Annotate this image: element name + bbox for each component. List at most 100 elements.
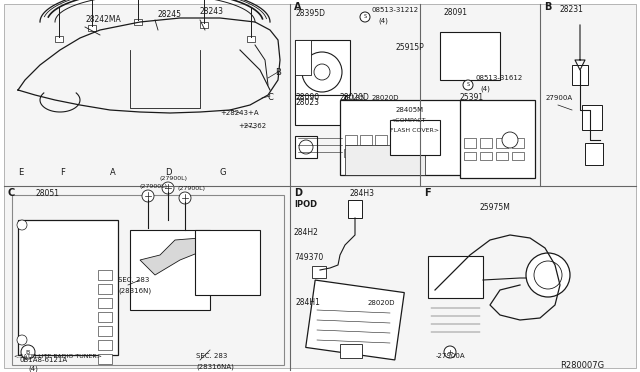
Circle shape [526,253,570,297]
Text: FLASH COVER>: FLASH COVER> [390,128,439,133]
Text: (28316N): (28316N) [118,287,151,294]
Bar [414,149,425,157]
Polygon shape [140,238,205,275]
Text: 27900A: 27900A [546,95,573,101]
Bar [340,100,465,175]
Bar [345,145,425,175]
Bar [358,149,369,157]
Text: (27900L): (27900L) [177,186,205,191]
Bar [480,138,492,148]
Bar [585,143,603,165]
Text: 08513-31212: 08513-31212 [372,7,419,13]
Bar [340,344,362,358]
Text: -27900A: -27900A [436,353,466,359]
Bar [572,65,588,85]
Text: 284H1: 284H1 [295,298,320,307]
Circle shape [314,64,330,80]
Bar [200,22,208,29]
Bar [390,120,440,155]
Text: SEC. 283: SEC. 283 [118,277,149,283]
Text: 25915P: 25915P [395,43,424,52]
Text: 28020D: 28020D [340,93,370,102]
Text: 28395D: 28395D [295,9,325,18]
Bar [295,136,317,158]
Circle shape [502,132,518,148]
Circle shape [17,335,27,345]
Circle shape [17,220,27,230]
Text: 25391: 25391 [460,93,484,102]
Text: <SATELLITE RADIO TUNER>: <SATELLITE RADIO TUNER> [14,354,102,359]
Text: +27362: +27362 [238,123,266,129]
Circle shape [142,190,154,202]
Text: 28020D: 28020D [368,300,396,306]
Text: 28091: 28091 [444,8,468,17]
Bar [345,135,357,145]
Text: 08513-31612: 08513-31612 [475,75,522,81]
Text: B: B [26,350,30,355]
Bar [98,270,112,280]
Bar [582,105,602,130]
Polygon shape [306,280,404,360]
Bar [98,354,112,364]
Circle shape [360,12,370,22]
Text: 28090: 28090 [295,93,319,102]
Text: 0B1A8-6121A: 0B1A8-6121A [20,357,68,363]
Bar [247,36,255,42]
Text: 28051: 28051 [35,189,59,198]
Text: F: F [424,188,431,198]
Text: B: B [544,2,552,12]
Bar [98,284,112,294]
Text: (27900L): (27900L) [160,176,188,181]
Bar [405,135,417,145]
Text: 28185: 28185 [343,95,365,101]
Bar [464,138,476,148]
Text: 284H2: 284H2 [294,228,319,237]
Bar [195,230,260,295]
Bar [372,149,383,157]
Bar [312,266,326,278]
Text: IPOD: IPOD [294,200,317,209]
Circle shape [463,80,473,90]
Bar [18,220,118,355]
Bar [295,95,345,125]
Bar [440,32,500,80]
Bar [55,36,63,42]
Bar [460,100,535,178]
Circle shape [534,261,562,289]
Text: 28245: 28245 [158,10,182,19]
Text: 28023: 28023 [295,98,319,107]
Text: D: D [294,188,302,198]
Bar [348,200,362,218]
Circle shape [162,182,174,194]
Bar [134,19,142,25]
Circle shape [444,346,456,358]
Text: S: S [467,83,470,87]
Bar [375,135,387,145]
Text: +28243+A: +28243+A [220,110,259,116]
Text: (28316NA): (28316NA) [196,363,234,369]
Text: <COMPACT: <COMPACT [390,118,426,123]
Text: 284H3: 284H3 [350,189,375,198]
Circle shape [302,52,342,92]
Text: C: C [8,188,15,198]
Bar [496,138,508,148]
Bar [98,298,112,308]
Bar [98,312,112,322]
Bar [360,135,372,145]
Bar [428,256,483,298]
Bar [12,195,284,365]
Text: SEC. 283: SEC. 283 [196,353,227,359]
Bar [480,152,492,160]
Bar [512,138,524,148]
Text: (4): (4) [480,85,490,92]
Text: 28405M: 28405M [396,107,424,113]
Text: 28020D: 28020D [372,95,399,101]
Bar [400,149,411,157]
Text: F: F [60,168,65,177]
Text: (4): (4) [28,365,38,372]
Text: 25975M: 25975M [480,203,511,212]
Text: C: C [268,93,274,102]
Text: G: G [220,168,227,177]
Bar [512,152,524,160]
Bar [88,25,95,31]
